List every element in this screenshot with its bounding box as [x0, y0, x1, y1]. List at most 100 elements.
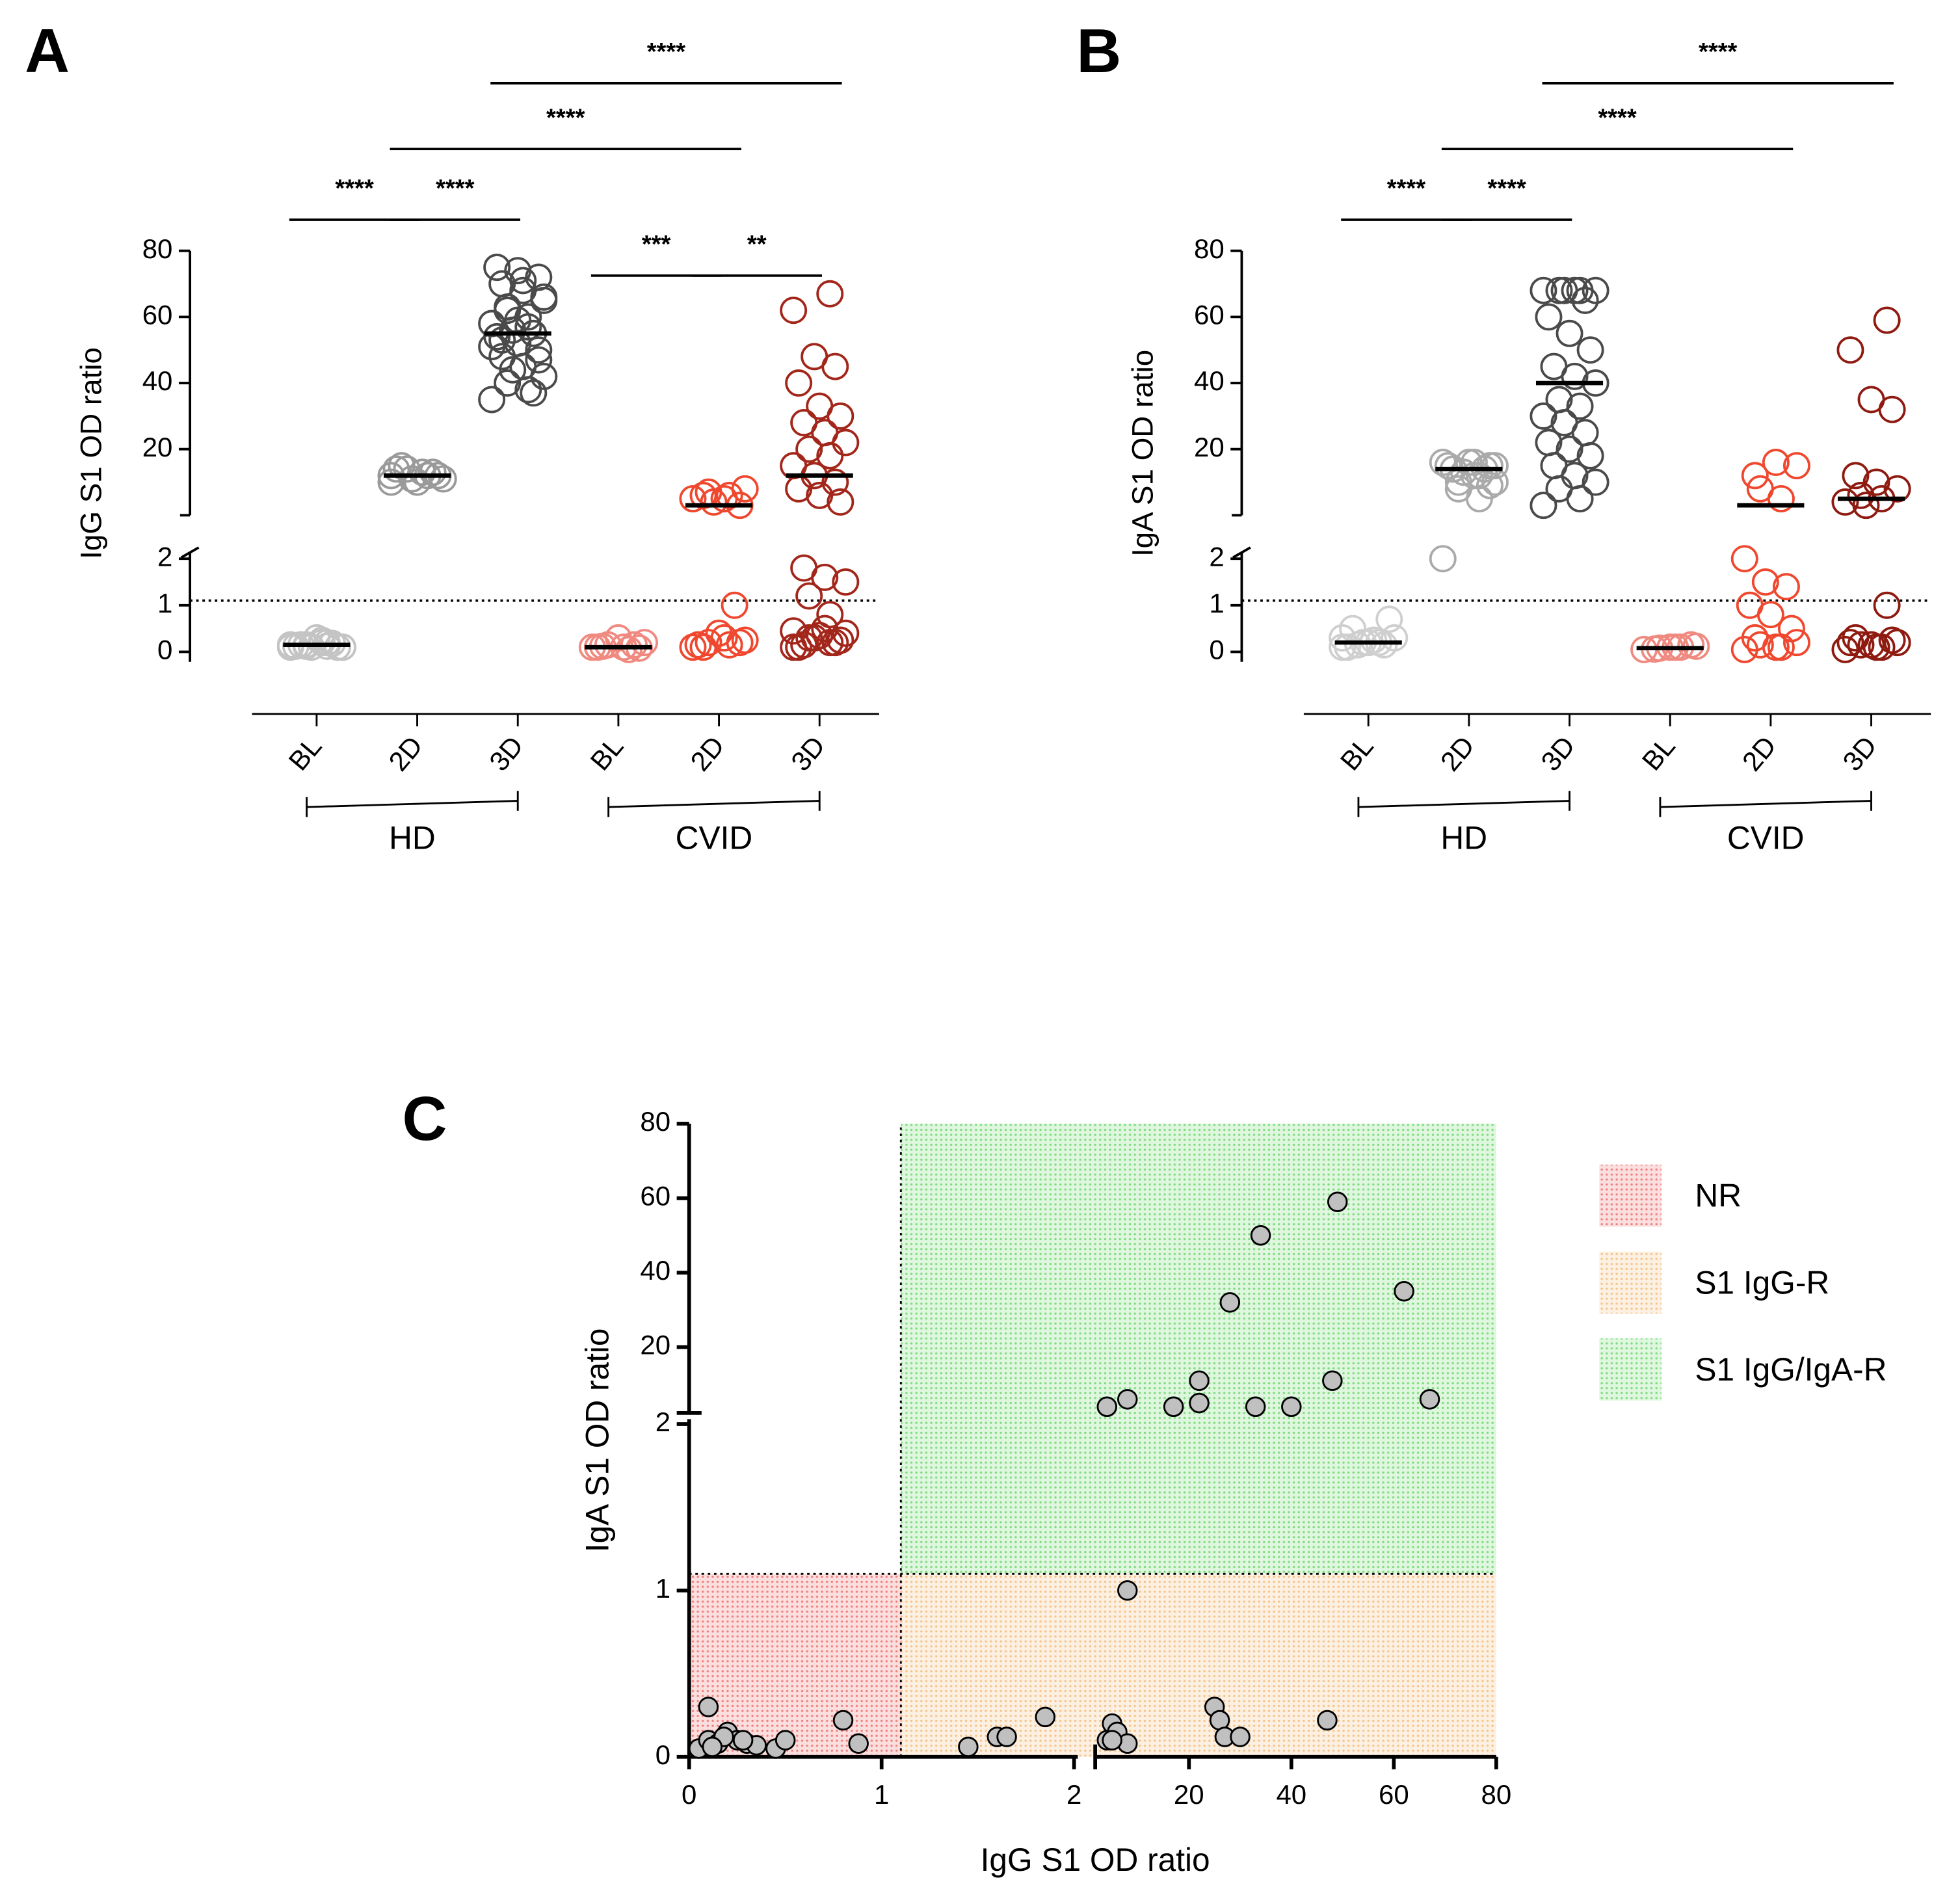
- x-tick-label: 60: [1379, 1779, 1409, 1810]
- data-point: [1836, 336, 1864, 364]
- data-point: [1561, 276, 1589, 304]
- data-point: [1746, 631, 1774, 659]
- x-tick-label: 2D: [1435, 730, 1481, 776]
- data-point: [780, 617, 808, 645]
- y-tick-label: 40: [640, 1255, 670, 1286]
- data-point: [1677, 631, 1705, 659]
- data-point: [1730, 545, 1758, 573]
- data-point: [1741, 462, 1769, 490]
- data-point: [1857, 386, 1885, 414]
- y-tick-label: 0: [656, 1739, 670, 1770]
- legend-label: S1 IgG/IgA-R: [1695, 1351, 1887, 1388]
- data-point: [698, 1697, 719, 1717]
- group-bracket: [1660, 800, 1872, 808]
- data-point: [1327, 1191, 1348, 1213]
- data-point: [1741, 624, 1769, 652]
- data-point: [1250, 1225, 1271, 1246]
- data-point: [1375, 605, 1403, 633]
- y-tick-label: 60: [640, 1181, 670, 1211]
- x-tick-label: 0: [682, 1779, 696, 1810]
- data-point: [832, 568, 860, 596]
- legend-swatch: [1599, 1338, 1662, 1401]
- data-point: [1245, 1396, 1266, 1418]
- group-label: HD: [1440, 820, 1487, 856]
- data-point: [530, 283, 558, 311]
- significance-label: ****: [1598, 103, 1637, 131]
- data-point: [1102, 1730, 1122, 1751]
- x-tick-label: BL: [283, 731, 328, 776]
- data-point: [1476, 471, 1503, 499]
- significance-label: ****: [1487, 174, 1526, 202]
- x-tick-label: 3D: [1836, 730, 1883, 776]
- x-tick-label: 1: [874, 1779, 889, 1810]
- data-point: [1576, 336, 1604, 364]
- data-point: [1873, 306, 1901, 334]
- data-point: [816, 280, 844, 308]
- data-point: [795, 582, 823, 610]
- data-point: [1556, 435, 1583, 463]
- data-point: [1322, 1370, 1343, 1391]
- data-point: [1317, 1710, 1338, 1731]
- data-point: [1117, 1389, 1138, 1410]
- data-point: [816, 601, 844, 629]
- x-axis-label: IgG S1 OD ratio: [981, 1842, 1210, 1878]
- data-point: [1842, 462, 1870, 490]
- data-point: [1582, 468, 1609, 496]
- y-tick-label: 20: [1194, 432, 1225, 462]
- data-point: [721, 591, 748, 619]
- group-label: CVID: [676, 820, 753, 856]
- data-point: [398, 465, 426, 493]
- data-point: [832, 619, 860, 647]
- data-point: [1189, 1392, 1210, 1414]
- panel-label: A: [25, 17, 70, 86]
- data-point: [1230, 1726, 1251, 1747]
- data-point: [620, 631, 648, 659]
- data-point: [785, 369, 813, 397]
- data-point: [1736, 591, 1764, 619]
- data-point: [483, 254, 511, 282]
- panel-label: C: [403, 1085, 447, 1154]
- data-point: [1847, 631, 1875, 659]
- y-tick-label: 40: [1194, 365, 1225, 396]
- data-point: [1096, 1396, 1118, 1418]
- significance-label: ****: [436, 174, 475, 202]
- data-point: [1545, 386, 1573, 414]
- data-point: [710, 484, 738, 512]
- data-point: [1530, 492, 1557, 520]
- data-point: [780, 452, 808, 480]
- data-point: [520, 379, 548, 407]
- legend-label: S1 IgG-R: [1695, 1264, 1829, 1301]
- legend-swatch: [1599, 1164, 1662, 1227]
- significance-label: ***: [642, 230, 671, 258]
- data-point: [821, 629, 849, 657]
- data-point: [785, 475, 813, 503]
- data-point: [1219, 1292, 1241, 1313]
- data-point: [1117, 1580, 1138, 1601]
- group-bracket: [1358, 800, 1570, 808]
- x-tick-label: 3D: [1535, 730, 1581, 776]
- data-point: [1035, 1706, 1056, 1728]
- region: [901, 1123, 1496, 1574]
- data-point: [790, 554, 818, 582]
- x-tick-label: 2D: [382, 730, 429, 776]
- data-point: [1281, 1396, 1302, 1418]
- y-axis-label: IgA S1 OD ratio: [1126, 350, 1159, 557]
- significance-label: **: [747, 230, 767, 258]
- y-tick-label: 20: [640, 1330, 670, 1360]
- data-point: [525, 346, 553, 374]
- data-point: [382, 455, 410, 483]
- data-point: [821, 468, 849, 496]
- data-point: [705, 619, 733, 647]
- data-point: [780, 297, 808, 324]
- axis-break: [180, 546, 200, 559]
- data-point: [1540, 452, 1568, 480]
- data-point: [1762, 449, 1790, 477]
- data-point: [689, 481, 717, 509]
- data-point: [827, 488, 854, 516]
- data-point: [1163, 1396, 1184, 1418]
- data-point: [684, 631, 712, 659]
- x-tick-label: 2: [1066, 1779, 1081, 1810]
- y-tick-label: 0: [1209, 635, 1224, 665]
- x-tick-label: BL: [1636, 731, 1681, 776]
